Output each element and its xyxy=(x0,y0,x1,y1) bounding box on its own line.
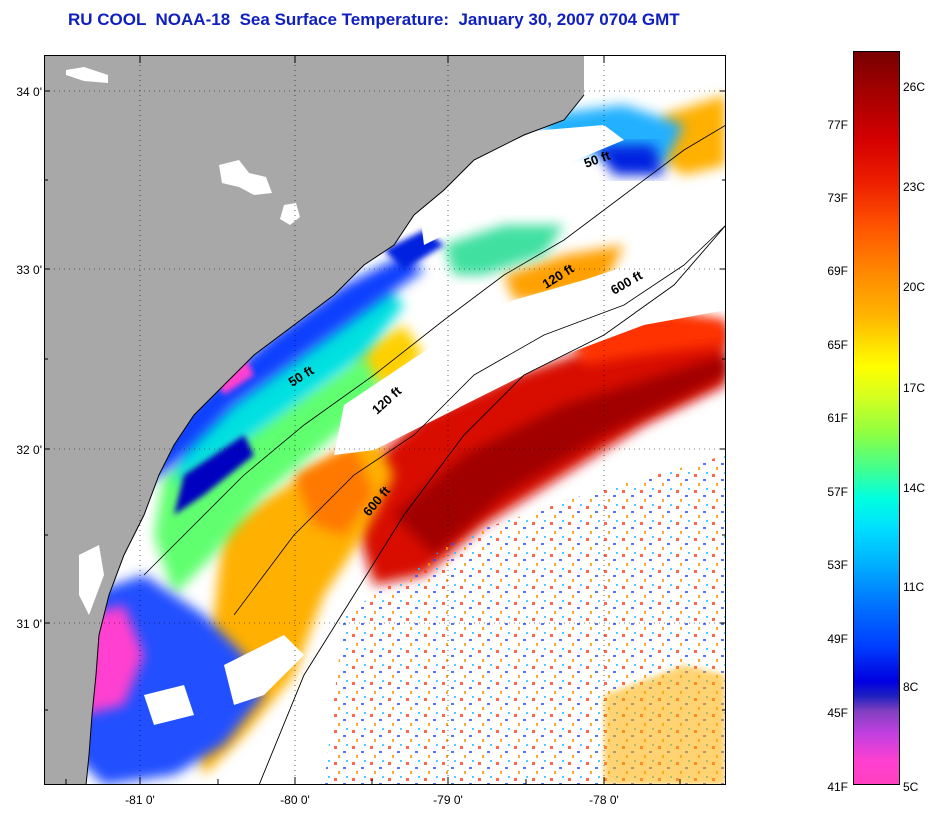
colorbar-c-label: 8C xyxy=(903,680,919,694)
colorbar-f-label: 41F xyxy=(827,780,848,794)
colorbar xyxy=(853,51,900,785)
colorbar-f-label: 57F xyxy=(827,485,848,499)
colorbar-f-label: 77F xyxy=(827,118,848,132)
land xyxy=(44,55,584,785)
colorbar-f-label: 65F xyxy=(827,338,848,352)
colorbar-f-label: 69F xyxy=(827,264,848,278)
colorbar-c-label: 11C xyxy=(903,580,925,594)
y-label-34: 34 0' xyxy=(16,85,42,99)
x-label-81: -81 0' xyxy=(125,793,155,807)
y-label-33: 33 0' xyxy=(16,263,42,277)
colorbar-c-label: 5C xyxy=(903,780,919,794)
x-label-79: -79 0' xyxy=(433,793,463,807)
colorbar-c-label: 23C xyxy=(903,180,926,194)
sst-field xyxy=(74,67,726,785)
colorbar-c-label: 17C xyxy=(903,381,926,395)
colorbar-f-label: 73F xyxy=(827,191,848,205)
colorbar-c-label: 20C xyxy=(903,280,926,294)
y-label-32: 32 0' xyxy=(16,443,42,457)
colorbar-f-label: 53F xyxy=(827,558,848,572)
sst-map: 50 ft 120 ft 600 ft 50 ft 120 ft 600 ft xyxy=(44,55,726,785)
y-label-31: 31 0' xyxy=(16,617,42,631)
colorbar-c-label: 26C xyxy=(903,80,926,94)
colorbar-f-label: 61F xyxy=(827,411,848,425)
colorbar-f-label: 49F xyxy=(827,632,848,646)
colorbar-f-label: 45F xyxy=(827,706,848,720)
map-title: RU COOL NOAA-18 Sea Surface Temperature:… xyxy=(68,10,680,29)
x-label-80: -80 0' xyxy=(280,793,310,807)
colorbar-c-label: 14C xyxy=(903,481,926,495)
x-label-78: -78 0' xyxy=(589,793,619,807)
